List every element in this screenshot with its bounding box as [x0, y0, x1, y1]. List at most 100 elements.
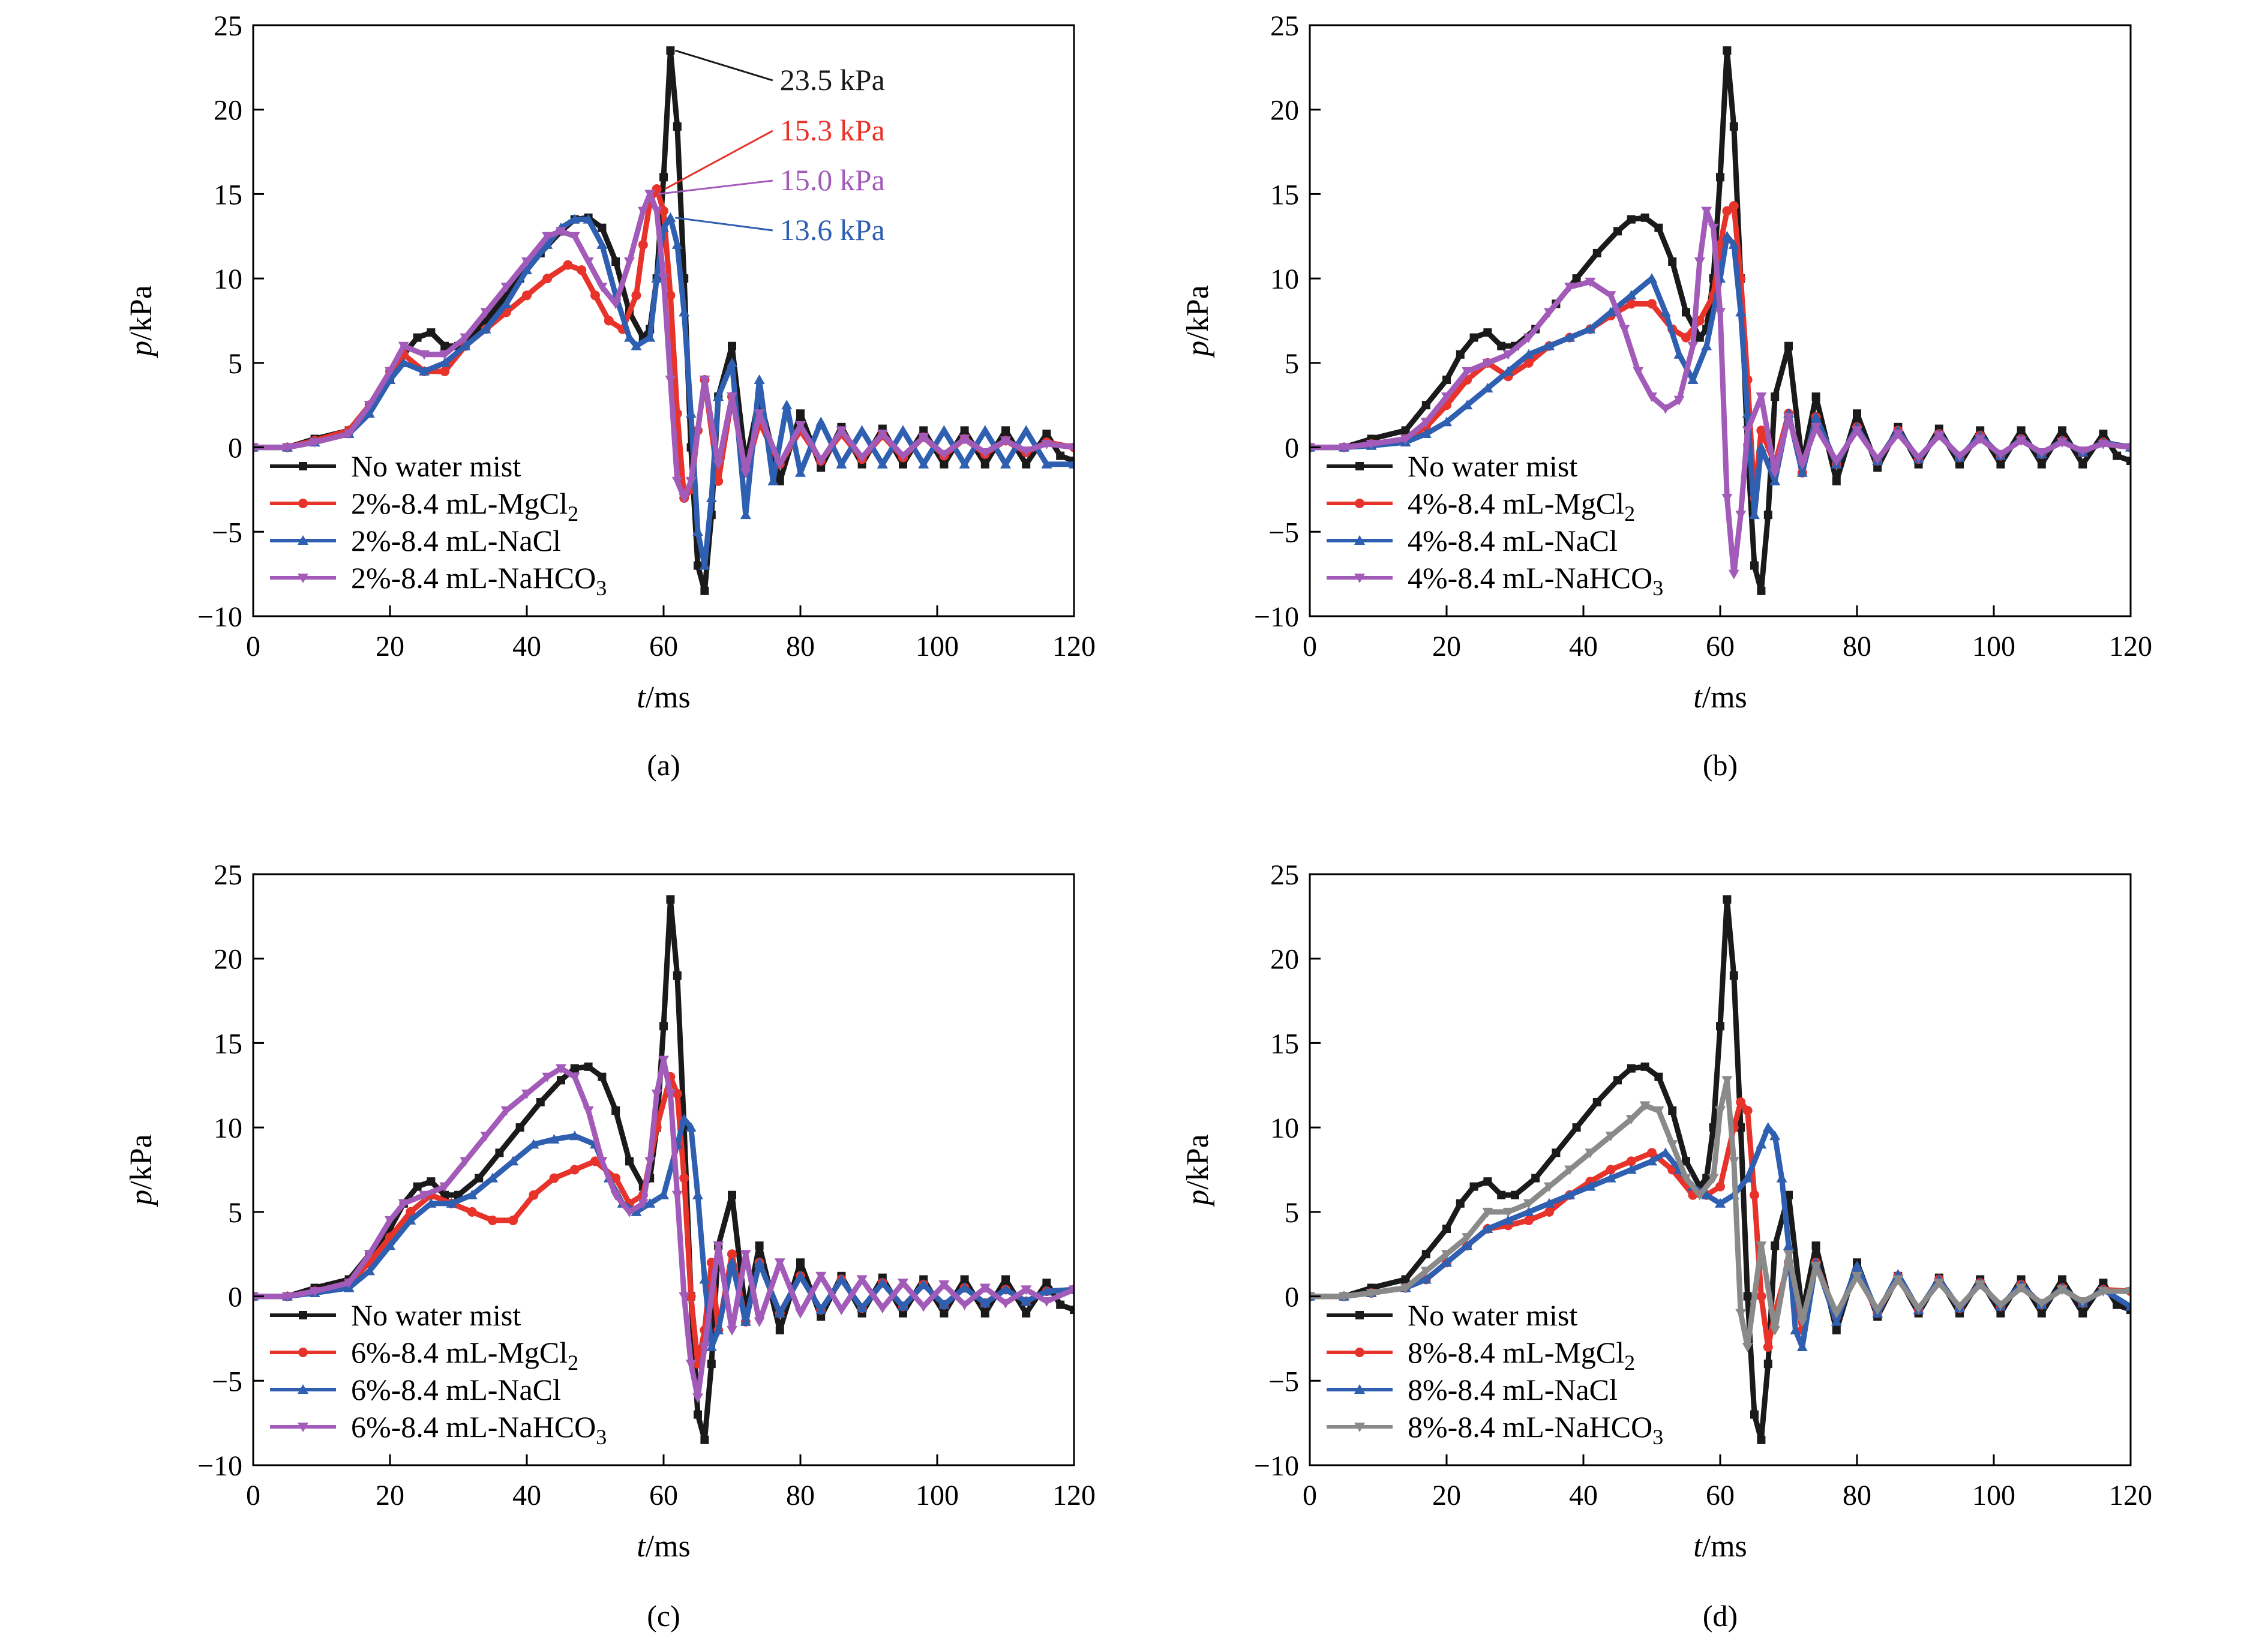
data-point — [1585, 323, 1596, 334]
y-tick-label: 15 — [214, 1028, 242, 1060]
data-point — [556, 227, 566, 237]
data-point — [1913, 1304, 1924, 1314]
legend-marker — [298, 1423, 308, 1432]
data-point — [1995, 1300, 2006, 1310]
data-point — [398, 357, 409, 367]
data-point — [979, 425, 991, 435]
data-point — [1784, 1190, 1793, 1199]
data-point — [781, 400, 793, 410]
data-point — [1544, 1182, 1555, 1192]
data-point — [596, 1157, 608, 1167]
data-point — [699, 1274, 710, 1284]
data-point — [1001, 1275, 1010, 1284]
data-point — [700, 586, 709, 595]
data-point — [413, 1182, 422, 1191]
data-point — [774, 1258, 785, 1268]
data-point — [815, 1304, 827, 1315]
data-point — [1441, 392, 1452, 403]
data-point — [1954, 1302, 1965, 1312]
data-point — [1721, 1076, 1733, 1086]
legend-entry: 8%-8.4 mL-NaCl — [1327, 1373, 1618, 1406]
peak-annotations: 23.5 kPa 15.3 kPa 15.0 kPa 13.6 kPa — [658, 49, 885, 247]
data-point — [1831, 457, 1842, 467]
data-point — [1872, 1306, 1883, 1316]
data-point — [1401, 426, 1410, 435]
data-point — [795, 467, 806, 477]
data-point — [2037, 460, 2046, 469]
series-3 — [1310, 1076, 2131, 1352]
data-point — [918, 458, 929, 469]
data-point — [817, 463, 826, 472]
data-point — [740, 468, 751, 478]
data-point — [1742, 426, 1753, 436]
data-point — [406, 1207, 416, 1217]
y-axis-label: p/kPa — [1181, 285, 1215, 358]
data-point — [1913, 453, 1924, 463]
data-point — [398, 1199, 409, 1209]
y-tick-label: 5 — [1285, 1197, 1299, 1229]
data-point — [1572, 274, 1581, 283]
data-point — [1462, 400, 1473, 410]
data-point — [1022, 460, 1031, 469]
data-point — [2125, 1301, 2131, 1311]
data-point — [1756, 425, 1766, 436]
data-point — [577, 265, 587, 275]
data-point — [940, 460, 949, 469]
chart-panel-a: 0 20 40 60 80 100 120 −10 −5 0 5 10 15 20 25 t/ms p/kPa N… — [124, 10, 1096, 782]
x-tick-label: 80 — [786, 631, 815, 662]
data-point — [706, 493, 717, 502]
data-point — [699, 1343, 710, 1352]
data-point — [460, 1157, 471, 1167]
data-point — [419, 1190, 430, 1201]
x-tick-label: 40 — [1569, 1480, 1598, 1511]
data-point — [960, 426, 969, 435]
data-point — [521, 265, 532, 275]
data-point — [625, 1157, 634, 1166]
x-tick-label: 100 — [916, 1480, 959, 1511]
data-point — [1716, 1022, 1724, 1031]
data-point — [1853, 409, 1861, 418]
data-point — [665, 212, 676, 222]
data-point — [795, 1270, 806, 1280]
data-point — [1021, 446, 1032, 457]
legend-entry: 8%-8.4 mL-NaHCO3 — [1327, 1410, 1663, 1449]
data-point — [754, 374, 765, 384]
data-point — [1647, 299, 1657, 309]
data-point — [1000, 436, 1011, 446]
data-point — [754, 409, 765, 419]
data-point — [637, 1199, 649, 1209]
y-tick-label: 25 — [214, 10, 242, 42]
legend-label: 2%-8.4 mL-NaCl — [351, 524, 561, 557]
data-point — [1000, 1284, 1011, 1294]
data-point — [685, 1122, 697, 1132]
data-point — [1021, 1296, 1032, 1306]
data-point — [1708, 223, 1719, 233]
data-point — [439, 350, 451, 360]
panel-caption: (b) — [1703, 748, 1738, 782]
data-point — [836, 1274, 847, 1284]
data-point — [542, 239, 553, 249]
data-point — [1442, 376, 1451, 384]
data-point — [1482, 383, 1493, 393]
y-tick-label: 5 — [228, 348, 242, 380]
data-point — [425, 1198, 437, 1208]
data-point — [1462, 1240, 1473, 1250]
data-point — [1892, 430, 1904, 440]
data-point — [2036, 448, 2047, 458]
data-point — [877, 458, 888, 469]
y-tick-label: 10 — [1270, 1112, 1299, 1144]
data-point — [1852, 1271, 1862, 1282]
data-point — [1783, 1240, 1794, 1250]
data-point — [959, 1300, 970, 1310]
data-point — [1420, 1274, 1432, 1284]
data-point — [440, 366, 450, 376]
data-point — [1401, 1275, 1410, 1284]
data-point — [1531, 1174, 1540, 1183]
data-point — [1762, 1122, 1774, 1132]
data-point — [959, 434, 970, 445]
data-point — [1042, 1279, 1051, 1288]
data-point — [713, 391, 724, 401]
data-point — [679, 307, 690, 317]
data-point — [775, 1325, 784, 1334]
data-point — [1469, 333, 1478, 342]
